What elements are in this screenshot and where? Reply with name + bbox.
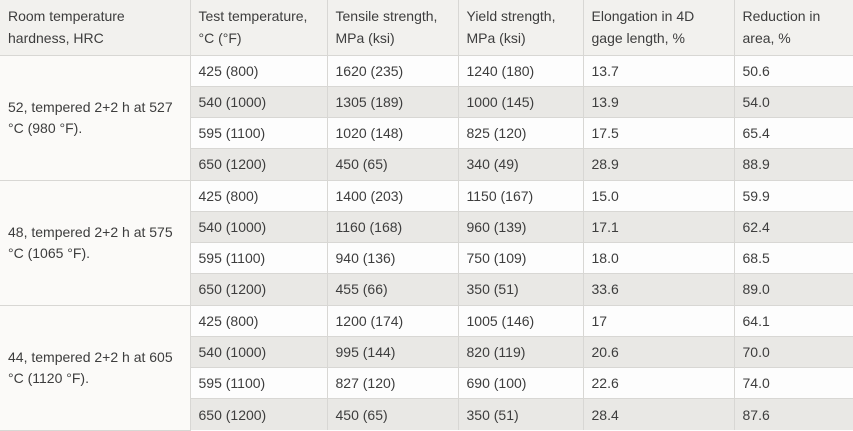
table-body: 52, tempered 2+2 h at 527 °C (980 °F). 42… <box>0 54 853 431</box>
hardness-group-cell: 48, tempered 2+2 h at 575 °C (1065 °F). <box>0 179 191 306</box>
reduction-area-cell: 64.1 <box>733 304 853 337</box>
test-temperature-cell: 650 (1200) <box>190 398 328 430</box>
yield-strength-cell: 825 (120) <box>457 116 584 150</box>
reduction-area-cell: 70.0 <box>733 335 853 369</box>
yield-strength-cell: 1005 (146) <box>457 304 584 337</box>
elongation-cell: 22.6 <box>582 366 735 400</box>
test-temperature-cell: 540 (1000) <box>190 335 328 369</box>
test-temperature-cell: 425 (800) <box>189 304 328 337</box>
tensile-strength-cell: 1200 (174) <box>326 304 459 337</box>
tensile-strength-cell: 827 (120) <box>326 366 459 400</box>
elongation-cell: 28.4 <box>582 398 735 430</box>
table-row: 540 (1000) 1160 (168) 960 (139) 17.1 62.4 <box>0 210 853 244</box>
test-temperature-cell: 595 (1100) <box>190 241 328 275</box>
tensile-strength-cell: 450 (65) <box>326 398 459 430</box>
elongation-cell: 28.9 <box>582 148 735 181</box>
yield-strength-cell: 350 (51) <box>457 398 584 430</box>
test-temperature-cell: 540 (1000) <box>190 210 328 244</box>
yield-strength-cell: 1150 (167) <box>457 179 584 212</box>
reduction-area-cell: 65.4 <box>733 116 853 150</box>
test-temperature-cell: 595 (1100) <box>190 116 328 150</box>
hardness-group-cell: 44, tempered 2+2 h at 605 °C (1120 °F). <box>0 304 191 431</box>
elongation-cell: 15.0 <box>582 179 735 212</box>
table-row: 52, tempered 2+2 h at 527 °C (980 °F). 42… <box>0 54 853 181</box>
hardness-group-cell: 52, tempered 2+2 h at 527 °C (980 °F). <box>0 54 191 181</box>
tensile-strength-cell: 995 (144) <box>326 335 459 369</box>
yield-strength-cell: 690 (100) <box>457 366 584 400</box>
column-header-hardness: Room temperature hardness, HRC <box>0 0 191 56</box>
table-header: Room temperature hardness, HRC Test temp… <box>0 0 853 56</box>
tensile-strength-cell: 940 (136) <box>326 241 459 275</box>
tensile-strength-cell: 1400 (203) <box>326 179 459 212</box>
reduction-area-cell: 88.9 <box>733 148 853 181</box>
column-header-reduction-area: Reduction in area, % <box>733 0 853 56</box>
reduction-area-cell: 89.0 <box>733 273 853 306</box>
test-temperature-cell: 540 (1000) <box>190 85 328 119</box>
tensile-strength-cell: 455 (66) <box>326 273 459 306</box>
yield-strength-cell: 960 (139) <box>457 210 584 244</box>
table-row: 540 (1000) 995 (144) 820 (119) 20.6 70.0 <box>0 335 853 369</box>
table-row: 650 (1200) 450 (65) 350 (51) 28.4 87.6 <box>0 398 853 430</box>
table-row: 650 (1200) 455 (66) 350 (51) 33.6 89.0 <box>0 273 853 306</box>
column-header-yield-strength: Yield strength, MPa (ksi) <box>457 0 584 56</box>
yield-strength-cell: 820 (119) <box>457 335 584 369</box>
header-row: Room temperature hardness, HRC Test temp… <box>0 0 853 56</box>
reduction-area-cell: 87.6 <box>733 398 853 430</box>
yield-strength-cell: 1240 (180) <box>457 54 584 87</box>
table-row: 44, tempered 2+2 h at 605 °C (1120 °F). 4… <box>0 304 853 431</box>
elongation-cell: 33.6 <box>582 273 735 306</box>
test-temperature-cell: 425 (800) <box>189 179 328 212</box>
column-header-elongation: Elongation in 4D gage length, % <box>582 0 735 56</box>
column-header-test-temperature: Test temperature, °C (°F) <box>189 0 328 56</box>
table-row: 595 (1100) 827 (120) 690 (100) 22.6 74.0 <box>0 366 853 400</box>
reduction-area-cell: 74.0 <box>733 366 853 400</box>
elongation-cell: 17.5 <box>582 116 735 150</box>
tensile-strength-cell: 450 (65) <box>326 148 459 181</box>
table-row: 48, tempered 2+2 h at 575 °C (1065 °F). 4… <box>0 179 853 306</box>
table-row: 595 (1100) 940 (136) 750 (109) 18.0 68.5 <box>0 241 853 275</box>
elongation-cell: 17 <box>582 304 735 337</box>
tensile-strength-cell: 1160 (168) <box>326 210 459 244</box>
elongation-cell: 17.1 <box>582 210 735 244</box>
yield-strength-cell: 750 (109) <box>457 241 584 275</box>
reduction-area-cell: 54.0 <box>733 85 853 119</box>
reduction-area-cell: 59.9 <box>733 179 853 212</box>
yield-strength-cell: 1000 (145) <box>457 85 584 119</box>
elongation-cell: 13.9 <box>582 85 735 119</box>
elongation-cell: 18.0 <box>582 241 735 275</box>
test-temperature-cell: 650 (1200) <box>190 148 328 181</box>
test-temperature-cell: 650 (1200) <box>190 273 328 306</box>
tensile-strength-cell: 1305 (189) <box>326 85 459 119</box>
elongation-cell: 20.6 <box>582 335 735 369</box>
reduction-area-cell: 62.4 <box>733 210 853 244</box>
reduction-area-cell: 50.6 <box>733 54 853 87</box>
yield-strength-cell: 350 (51) <box>457 273 584 306</box>
column-header-tensile-strength: Tensile strength, MPa (ksi) <box>326 0 459 56</box>
elongation-cell: 13.7 <box>582 54 735 87</box>
test-temperature-cell: 595 (1100) <box>190 366 328 400</box>
tensile-strength-cell: 1620 (235) <box>326 54 459 87</box>
tensile-strength-cell: 1020 (148) <box>326 116 459 150</box>
yield-strength-cell: 340 (49) <box>457 148 584 181</box>
reduction-area-cell: 68.5 <box>733 241 853 275</box>
test-temperature-cell: 425 (800) <box>189 54 328 87</box>
